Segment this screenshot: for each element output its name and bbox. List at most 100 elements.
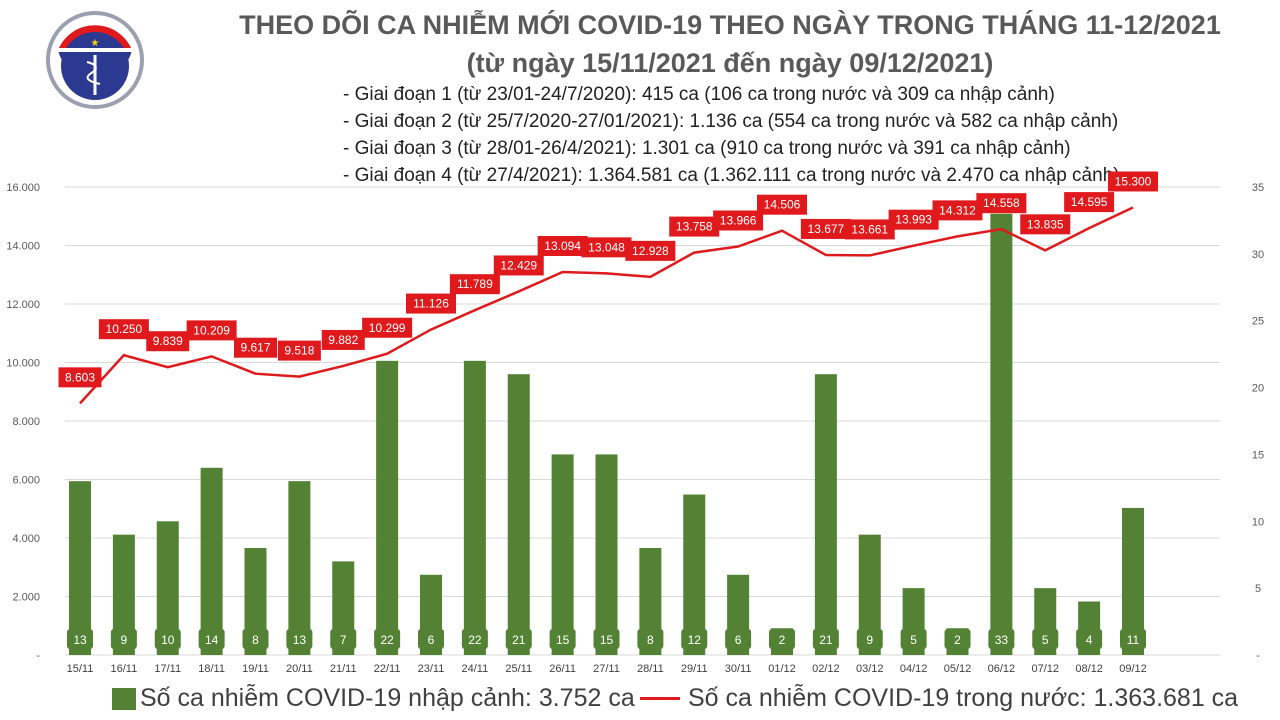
x-tick-label: 25/11 [505,663,532,675]
x-tick-label: 18/11 [198,663,225,675]
line-label-box [669,216,720,237]
line-label: 13.661 [851,222,888,236]
x-tick-label: 05/12 [944,663,972,675]
bar [814,374,837,655]
legend-item-domestic: Số ca nhiễm COVID-19 trong nước: 1.363.6… [640,684,1238,713]
x-tick-label: 03/12 [856,663,884,675]
bar-label: 8 [252,633,259,647]
bar [463,360,486,655]
bar-label-box [812,629,839,649]
bar-label: 7 [340,633,347,647]
bar-label: 14 [205,633,219,647]
bar-label: 2 [779,633,786,647]
bar-label: 22 [468,633,482,647]
line-label-box [581,237,632,258]
x-tick-label: 29/11 [681,663,708,675]
bar-label-box [505,629,532,649]
line-label: 12.928 [632,244,669,258]
bar-label: 13 [293,633,307,647]
stage-1-text: - Giai đoạn 1 (từ 23/01-24/7/2020): 415 … [343,84,1055,105]
bar-label: 13 [73,633,87,647]
bar-label-box [1120,629,1146,649]
right-tick-label: 30 [1252,249,1264,261]
line-label: 9.518 [284,344,314,358]
line-label-box [625,240,676,261]
bar-label-box [593,629,620,649]
x-tick-label: 21/11 [330,663,357,675]
legend-label: Số ca nhiễm COVID-19 trong nước: 1.363.6… [688,684,1239,712]
bar-label: 8 [647,633,654,647]
bar-label-box [154,629,181,649]
legend-bar-swatch [112,687,136,710]
bar [288,481,311,655]
x-tick-label: 22/11 [374,663,401,675]
right-tick-label: 20 [1252,383,1264,395]
bar-label-box [461,629,488,649]
bar [595,454,618,655]
line-label-box [98,319,149,340]
bar-label: 11 [1127,633,1140,647]
line-label-box [234,337,277,358]
line-label: 13.993 [895,213,932,227]
line-label: 13.094 [544,239,581,253]
bar [200,467,223,655]
bar-label-box [944,629,971,649]
bar-label: 15 [600,633,614,647]
line-label: 13.966 [720,213,757,227]
bar-label-box [725,629,752,649]
right-tick-label: 15 [1252,449,1264,461]
line-label: 9.617 [240,341,270,355]
stage-3-text: - Giai đoạn 3 (từ 28/01-26/4/2021): 1.30… [343,138,1071,159]
line-label: 13.048 [588,240,625,254]
line-label-box [406,293,456,314]
bar-label: 21 [512,633,526,647]
line-label: 14.312 [939,203,976,217]
x-tick-label: 19/11 [242,663,269,675]
stage-4-text: - Giai đoạn 4 (từ 27/4/2021): 1.364.581 … [343,165,1120,186]
bar-label-box [418,629,444,649]
bar-label: 5 [910,633,917,647]
bar-label: 15 [556,633,570,647]
bar [858,534,881,655]
bar-label-box [988,629,1015,649]
line-label-box [277,340,321,361]
legend-label: Số ca nhiễm COVID-19 nhập cảnh: 3.752 ca [140,684,635,712]
x-tick-label: 23/11 [418,663,445,675]
line-label-box [1064,192,1115,213]
bar-label-box [198,629,225,649]
bar-label-box [1076,629,1103,649]
line-label-box [1020,214,1071,235]
x-tick-label: 17/11 [154,663,181,675]
left-tick-label: 6.000 [12,475,40,487]
bar-label: 2 [954,633,961,647]
line-label: 10.209 [193,323,230,337]
legend-line-swatch [640,697,680,700]
bar-label: 9 [866,633,873,647]
line-label: 10.299 [369,321,406,335]
bar [376,360,399,655]
bar [156,521,179,655]
line-label: 9.839 [153,334,183,348]
bar [507,374,530,655]
line-label-box [713,210,764,231]
line-label-box [58,367,102,388]
bar-label-box [242,629,269,649]
x-tick-label: 28/11 [637,663,664,675]
chart-subtitle: (từ ngày 15/11/2021 đến ngày 09/12/2021) [466,48,994,78]
x-tick-label: 30/11 [725,663,752,675]
line-label-box [146,331,190,352]
line-label: 15.300 [1115,174,1152,188]
left-tick-label: 10.000 [6,358,40,370]
bar-label: 10 [161,633,175,647]
bar-label-box [900,629,927,649]
line-label-box [757,194,807,215]
bar-label: 22 [380,633,394,647]
line-label-box [844,219,895,240]
left-tick-label: 8.000 [12,416,40,428]
line-label-box [321,329,365,350]
left-tick-label: 12.000 [6,299,40,311]
line-label-box [932,200,983,221]
left-tick-label: 16.000 [6,182,40,194]
bar-label: 4 [1086,633,1093,647]
bar [551,454,574,655]
